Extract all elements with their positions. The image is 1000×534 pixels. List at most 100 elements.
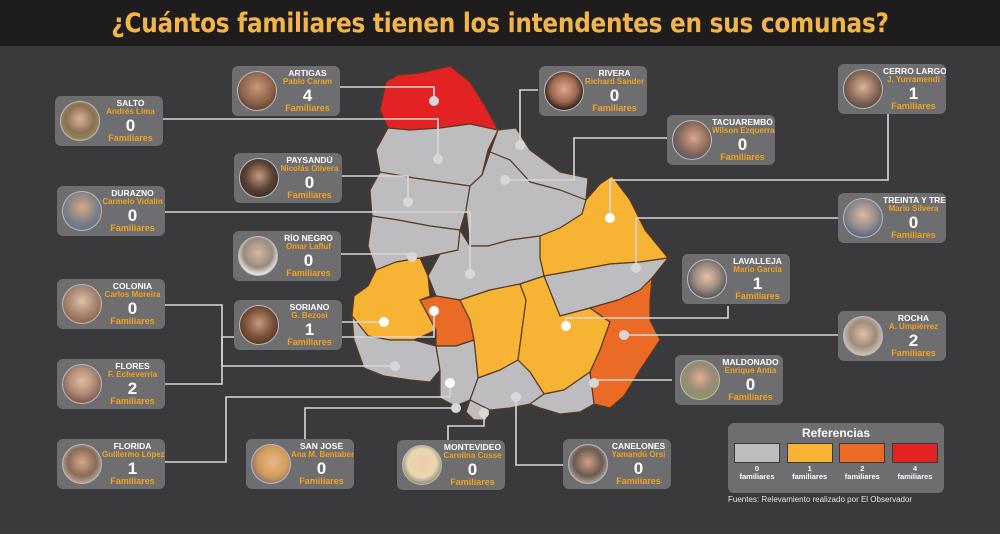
- legend-label: familiares: [844, 472, 880, 482]
- relatives-unit: Familiares: [285, 103, 330, 114]
- department-name: CANELONES: [611, 441, 666, 451]
- department-name: CERRO LARGO: [883, 66, 946, 76]
- department-name: FLORIDA: [113, 441, 152, 451]
- mayor-name: Pablo Caram: [283, 77, 332, 87]
- department-name: DURAZNO: [111, 188, 154, 198]
- relatives-unit: Familiares: [287, 190, 332, 201]
- mayor-name: Wilson Ezquerra: [712, 126, 775, 136]
- mayor-photo: [843, 69, 883, 109]
- mayor-name: Ana M. Bentaberri: [291, 450, 354, 460]
- card-lavalleja: LAVALLEJA Mario García 1 Familiares: [682, 254, 790, 304]
- region-maldonado: [529, 371, 595, 415]
- relatives-count: 0: [737, 135, 748, 155]
- card-colonia: COLONIA Carlos Moreira 0 Familiares: [57, 279, 165, 329]
- department-name: PAYSANDÚ: [286, 155, 333, 165]
- relatives-count: 0: [316, 459, 327, 479]
- relatives-unit: Familiares: [287, 337, 332, 348]
- relatives-count: 0: [908, 213, 919, 233]
- department-name: COLONIA: [112, 281, 153, 291]
- legend-swatch: [786, 443, 833, 463]
- relatives-unit: Familiares: [891, 101, 936, 112]
- card-rio-negro: RÍO NEGRO Omar Lafluf 0 Familiares: [233, 231, 341, 281]
- relatives-count: 0: [303, 251, 314, 271]
- department-name: ARTIGAS: [288, 68, 327, 78]
- department-name: FLORES: [115, 361, 150, 371]
- mayor-name: Enrique Antía: [724, 366, 777, 376]
- mayor-photo: [672, 120, 712, 160]
- card-florida: FLORIDA Guillermo López 1 Familiares: [57, 439, 165, 489]
- mayor-name: Guillermo López: [102, 450, 165, 460]
- legend-item-2: 2 familiares: [839, 443, 886, 482]
- relatives-unit: Familiares: [720, 152, 765, 163]
- mayor-photo: [239, 158, 279, 198]
- mayor-name: F. Echeverría: [107, 370, 158, 380]
- mayor-photo: [680, 360, 720, 400]
- mayor-photo: [237, 71, 277, 111]
- relatives-count: 0: [127, 206, 138, 226]
- department-name: LAVALLEJA: [733, 256, 782, 266]
- mayor-photo: [544, 71, 584, 111]
- relatives-unit: Familiares: [728, 392, 773, 403]
- department-name: RIVERA: [598, 68, 631, 78]
- card-cerro-largo: CERRO LARGO J. Yurramendi 1 Familiares: [838, 64, 946, 114]
- card-rocha: ROCHA A. Umpiérrez 2 Familiares: [838, 311, 946, 361]
- relatives-count: 0: [633, 459, 644, 479]
- relatives-unit: Familiares: [616, 476, 661, 487]
- mayor-name: Nicolás Olivera: [280, 164, 339, 174]
- mayor-photo: [843, 316, 883, 356]
- relatives-count: 0: [125, 116, 136, 136]
- mayor-photo: [62, 444, 102, 484]
- mayor-photo: [687, 259, 727, 299]
- card-tacuarembo: TACUAREMBÓ Wilson Ezquerra 0 Familiares: [667, 115, 775, 165]
- card-flores: FLORES F. Echeverría 2 Familiares: [57, 359, 165, 409]
- mayor-name: Omar Lafluf: [286, 242, 331, 252]
- mayor-name: Carolina Cosse: [443, 451, 502, 461]
- region-rocha: [589, 277, 661, 409]
- mayor-name: A. Umpiérrez: [888, 322, 939, 332]
- relatives-unit: Familiares: [735, 291, 780, 302]
- card-rivera: RIVERA Richard Sander 0 Familiares: [539, 66, 647, 116]
- mayor-photo: [62, 191, 102, 231]
- relatives-unit: Familiares: [299, 476, 344, 487]
- legend-value: 2: [860, 464, 865, 473]
- card-soriano: SORIANO G. Bezosi 1 Familiares: [234, 300, 342, 350]
- mayor-photo: [238, 236, 278, 276]
- legend-label: familiares: [792, 472, 828, 482]
- page-title: ¿Cuántos familiares tienen los intendent…: [111, 7, 889, 39]
- card-salto: SALTO Andrés Lima 0 Familiares: [55, 96, 163, 146]
- department-name: SORIANO: [289, 302, 330, 312]
- relatives-count: 1: [127, 459, 138, 479]
- mayor-name: Yamandú Orsi: [611, 450, 666, 460]
- legend-swatch: [891, 443, 938, 463]
- card-paysandu: PAYSANDÚ Nicolás Olivera 0 Familiares: [234, 153, 342, 203]
- card-canelones: CANELONES Yamandú Orsi 0 Familiares: [563, 439, 671, 489]
- relatives-count: 0: [745, 375, 756, 395]
- mayor-name: Richard Sander: [584, 77, 645, 87]
- relatives-unit: Familiares: [110, 223, 155, 234]
- relatives-unit: Familiares: [108, 133, 153, 144]
- source-note: Fuentes: Relevamiento realizado por El O…: [728, 495, 913, 504]
- relatives-unit: Familiares: [110, 476, 155, 487]
- relatives-count: 1: [908, 84, 919, 104]
- relatives-count: 1: [304, 320, 315, 340]
- department-name: MALDONADO: [722, 357, 779, 367]
- card-treinta-y-tres: TREINTA Y TRES Mario Silvera 0 Familiares: [838, 193, 946, 243]
- relatives-count: 0: [609, 86, 620, 106]
- legend-title: Referencias: [801, 426, 871, 440]
- legend-label: familiares: [897, 472, 933, 482]
- department-name: ROCHA: [897, 313, 930, 323]
- department-name: TACUAREMBÓ: [712, 117, 773, 127]
- relatives-count: 0: [127, 299, 138, 319]
- legend-value: 1: [807, 464, 812, 473]
- mayor-photo: [239, 305, 279, 345]
- legend-value: 0: [754, 464, 760, 473]
- region-artigas: [379, 65, 499, 131]
- mayor-photo: [402, 445, 442, 485]
- relatives-unit: Familiares: [891, 230, 936, 241]
- department-name: SAN JOSÉ: [300, 441, 343, 451]
- card-maldonado: MALDONADO Enrique Antía 0 Familiares: [675, 355, 783, 405]
- relatives-count: 0: [304, 173, 315, 193]
- legend-swatch: [839, 443, 886, 463]
- mayor-name: Mario García: [733, 265, 782, 275]
